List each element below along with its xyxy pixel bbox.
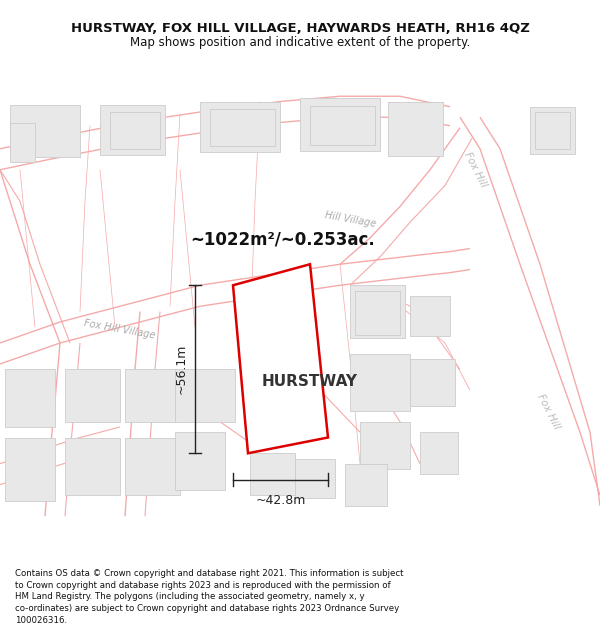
Bar [125,438,180,495]
Bar [200,101,280,152]
Text: ~42.8m: ~42.8m [256,494,305,508]
Text: ~1022m²/~0.253ac.: ~1022m²/~0.253ac. [190,231,375,249]
Bar [355,291,400,334]
Bar [210,109,275,146]
Bar [350,285,405,338]
Bar [10,122,35,162]
Text: ~56.1m: ~56.1m [175,344,187,394]
Bar [410,359,455,406]
Text: HURSTWAY, FOX HILL VILLAGE, HAYWARDS HEATH, RH16 4QZ: HURSTWAY, FOX HILL VILLAGE, HAYWARDS HEA… [71,22,529,35]
Bar [388,101,443,156]
Text: HURSTWAY: HURSTWAY [262,374,358,389]
Bar [5,369,55,427]
Bar [250,453,295,495]
Bar [295,459,335,498]
Bar [360,422,410,469]
Bar [10,104,80,157]
Bar [110,112,160,149]
Polygon shape [233,264,328,453]
Bar [530,107,575,154]
Text: Fox Hill: Fox Hill [535,392,561,431]
Text: Fox Hill Village: Fox Hill Village [83,318,157,341]
Bar [420,432,458,474]
Text: Hill Village: Hill Village [323,209,376,229]
Bar [345,464,387,506]
Bar [65,438,120,495]
Text: Map shows position and indicative extent of the property.: Map shows position and indicative extent… [130,36,470,49]
Bar [410,296,450,336]
Bar [535,112,570,149]
Bar [125,369,180,422]
Bar [300,98,380,151]
Bar [65,369,120,422]
Bar [175,432,225,490]
Bar [100,104,165,155]
Bar [175,369,235,422]
Bar [350,354,410,411]
Text: Fox Hill: Fox Hill [462,151,488,189]
Bar [310,106,375,144]
Bar [5,438,55,501]
Text: Contains OS data © Crown copyright and database right 2021. This information is : Contains OS data © Crown copyright and d… [15,569,404,625]
